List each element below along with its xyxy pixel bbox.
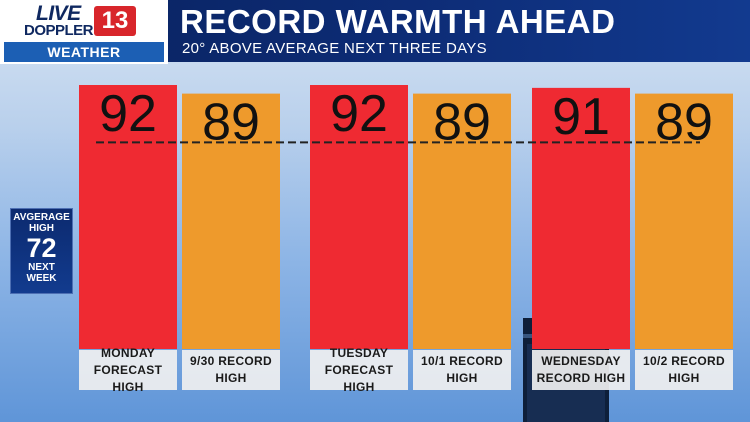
- category-label-line: 10/2 RECORD: [643, 354, 725, 368]
- category-label-line: HIGH: [446, 371, 478, 385]
- logo-doppler-text: DOPPLER: [24, 22, 94, 39]
- category-label-line: HIGH: [215, 371, 247, 385]
- category-label-line: 9/30 RECORD: [190, 354, 272, 368]
- bar-forecast-4: [532, 87, 630, 349]
- graphic-title: RECORD WARMTH AHEAD: [180, 3, 616, 40]
- category-label-0: MONDAY FORECAST HIGH: [79, 346, 177, 394]
- bar-value-label-0: 92: [99, 85, 157, 143]
- average-high-label: AVGERAGE HIGH: [13, 212, 70, 234]
- graphic-subtitle: 20° ABOVE AVERAGE NEXT THREE DAYS: [182, 40, 487, 57]
- bar-forecast-0: [79, 85, 177, 349]
- bar-value-label-5: 89: [655, 94, 713, 152]
- category-label-line: FORECAST HIGH: [93, 362, 163, 394]
- station-logo: LIVE DOPPLER 13 WEATHER: [0, 0, 168, 64]
- category-label-3: 10/1 RECORD HIGH: [413, 350, 511, 390]
- category-label-line: HIGH: [668, 371, 700, 385]
- category-label-4: WEDNESDAY RECORD HIGH: [532, 350, 630, 390]
- bar-value-label-2: 92: [330, 85, 388, 143]
- average-high-box: AVGERAGE HIGH 72 NEXT WEEK: [10, 208, 73, 294]
- bar-forecast-2: [310, 85, 408, 349]
- category-label-line: MONDAY: [100, 345, 156, 360]
- category-label-2: TUESDAY FORECAST HIGH: [310, 346, 408, 394]
- bar-value-label-1: 89: [202, 94, 260, 152]
- bar-record-1: [182, 93, 280, 349]
- category-label-line: TUESDAY: [329, 345, 389, 360]
- category-label-1: 9/30 RECORD HIGH: [182, 350, 280, 390]
- category-label-line: WEDNESDAY: [541, 354, 621, 368]
- logo-channel-number: 13: [94, 6, 136, 36]
- category-label-line: RECORD HIGH: [536, 371, 626, 385]
- average-high-period: NEXT WEEK: [26, 262, 57, 284]
- bar-record-3: [413, 93, 511, 349]
- category-label-line: FORECAST HIGH: [324, 362, 394, 394]
- bar-value-label-4: 91: [552, 88, 610, 146]
- average-high-value: 72: [26, 233, 57, 263]
- logo-live-text: LIVE: [36, 2, 81, 25]
- category-label-5: 10/2 RECORD HIGH: [635, 350, 733, 390]
- bar-value-label-3: 89: [433, 94, 491, 152]
- category-label-line: 10/1 RECORD: [421, 354, 503, 368]
- bar-record-5: [635, 93, 733, 349]
- logo-weather-tag: WEATHER: [4, 42, 164, 62]
